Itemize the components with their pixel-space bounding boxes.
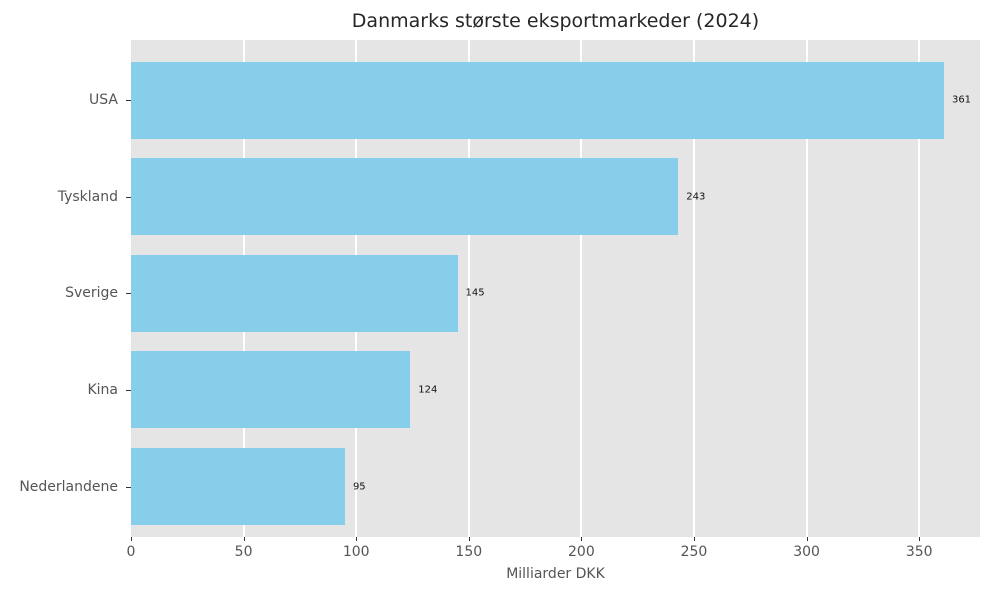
x-tick-mark [693,537,695,541]
bar-usa [131,61,944,139]
chart-title: Danmarks største eksportmarkeder (2024) [351,10,760,32]
x-tick-mark [919,537,921,541]
y-tick-label-kina: Kina [87,381,118,398]
gridline [467,40,470,537]
x-axis-label: Milliarder DKK [506,566,605,582]
x-tick-label: 0 [126,544,136,560]
y-tick-mark [126,389,131,391]
bar-sverige [131,254,458,332]
y-tick-label-sverige: Sverige [65,285,118,302]
y-tick-label-nederlandene: Nederlandene [19,478,118,495]
bar-value-label: 243 [686,191,706,203]
y-tick-mark [126,196,131,198]
bar-value-label: 361 [951,94,972,106]
x-tick-label: 300 [793,544,820,560]
x-tick-label: 100 [342,544,370,560]
bar-tyskland [131,158,679,236]
y-tick-mark [126,486,131,488]
x-tick-label: 250 [680,544,708,560]
x-tick-mark [806,537,808,541]
y-tick-mark [126,100,131,101]
x-tick-mark [581,537,583,541]
gridline [692,40,695,537]
x-tick-mark [243,537,245,541]
x-tick-label: 150 [455,544,483,560]
gridline [918,40,921,537]
plot-area: 361 243 145 124 95 [131,40,980,537]
y-tick-label-usa: USA [89,92,118,108]
x-tick-mark [468,537,470,541]
bar-kina [131,351,411,429]
gridline [580,40,583,537]
bar-value-label: 95 [352,481,366,493]
bar-value-label: 124 [418,384,438,396]
y-tick-label-tyskland: Tyskland [57,188,118,205]
bar-nederlandene [131,448,345,526]
bar-value-label: 145 [465,287,485,299]
gridline [805,40,808,537]
x-tick-mark [131,537,132,541]
y-tick-mark [126,293,131,295]
x-tick-mark [356,537,358,541]
x-tick-label: 350 [905,544,933,560]
x-tick-label: 200 [568,544,595,560]
x-tick-label: 50 [234,544,253,560]
